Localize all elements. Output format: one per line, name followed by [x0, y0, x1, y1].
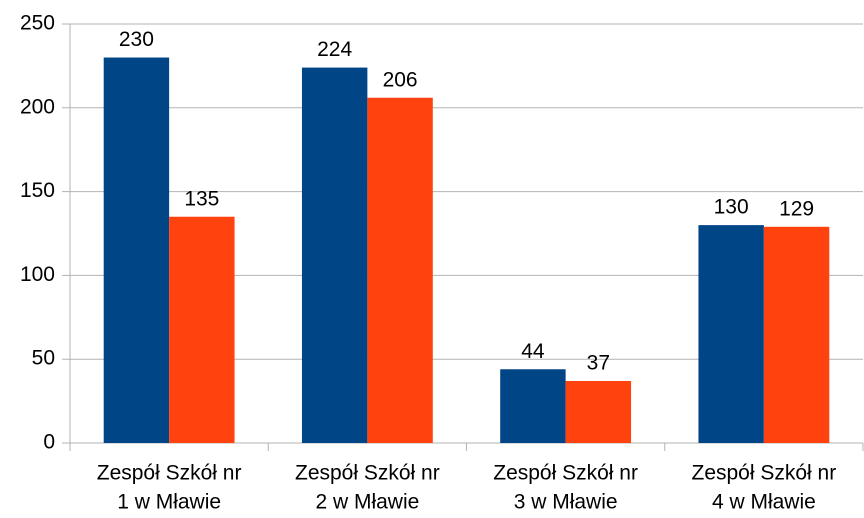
x-tick-label: Zespół Szkół nr [692, 462, 837, 485]
y-tick-label: 0 [43, 431, 55, 454]
x-tick-label: Zespół Szkół nr [493, 462, 638, 485]
y-tick-label: 150 [20, 179, 55, 202]
x-tick-label: Zespół Szkół nr [295, 462, 440, 485]
y-tick-label: 50 [32, 347, 55, 370]
bar [763, 226, 830, 443]
x-tick-label: Zespół Szkół nr [97, 462, 242, 485]
value-label: 135 [184, 187, 219, 210]
x-tick-label: 3 w Mławie [514, 491, 618, 514]
value-label: 130 [714, 196, 749, 219]
bar [500, 369, 566, 443]
x-tick-label: 4 w Mławie [712, 491, 816, 514]
value-label: 37 [587, 352, 610, 375]
x-tick-label: 1 w Mławie [117, 491, 221, 514]
bar [698, 225, 764, 443]
bar [301, 67, 368, 444]
value-label: 230 [119, 28, 154, 51]
bar [103, 57, 170, 444]
value-label: 129 [779, 197, 814, 220]
y-tick-label: 100 [20, 263, 55, 286]
bar [565, 380, 632, 443]
y-tick-label: 250 [20, 12, 55, 35]
x-tick-label: 2 w Mławie [315, 491, 419, 514]
value-label: 224 [317, 38, 352, 61]
bar [367, 97, 433, 443]
y-tick-label: 200 [20, 95, 55, 118]
bar [169, 216, 235, 443]
value-label: 44 [521, 340, 545, 363]
value-label: 206 [383, 68, 418, 91]
